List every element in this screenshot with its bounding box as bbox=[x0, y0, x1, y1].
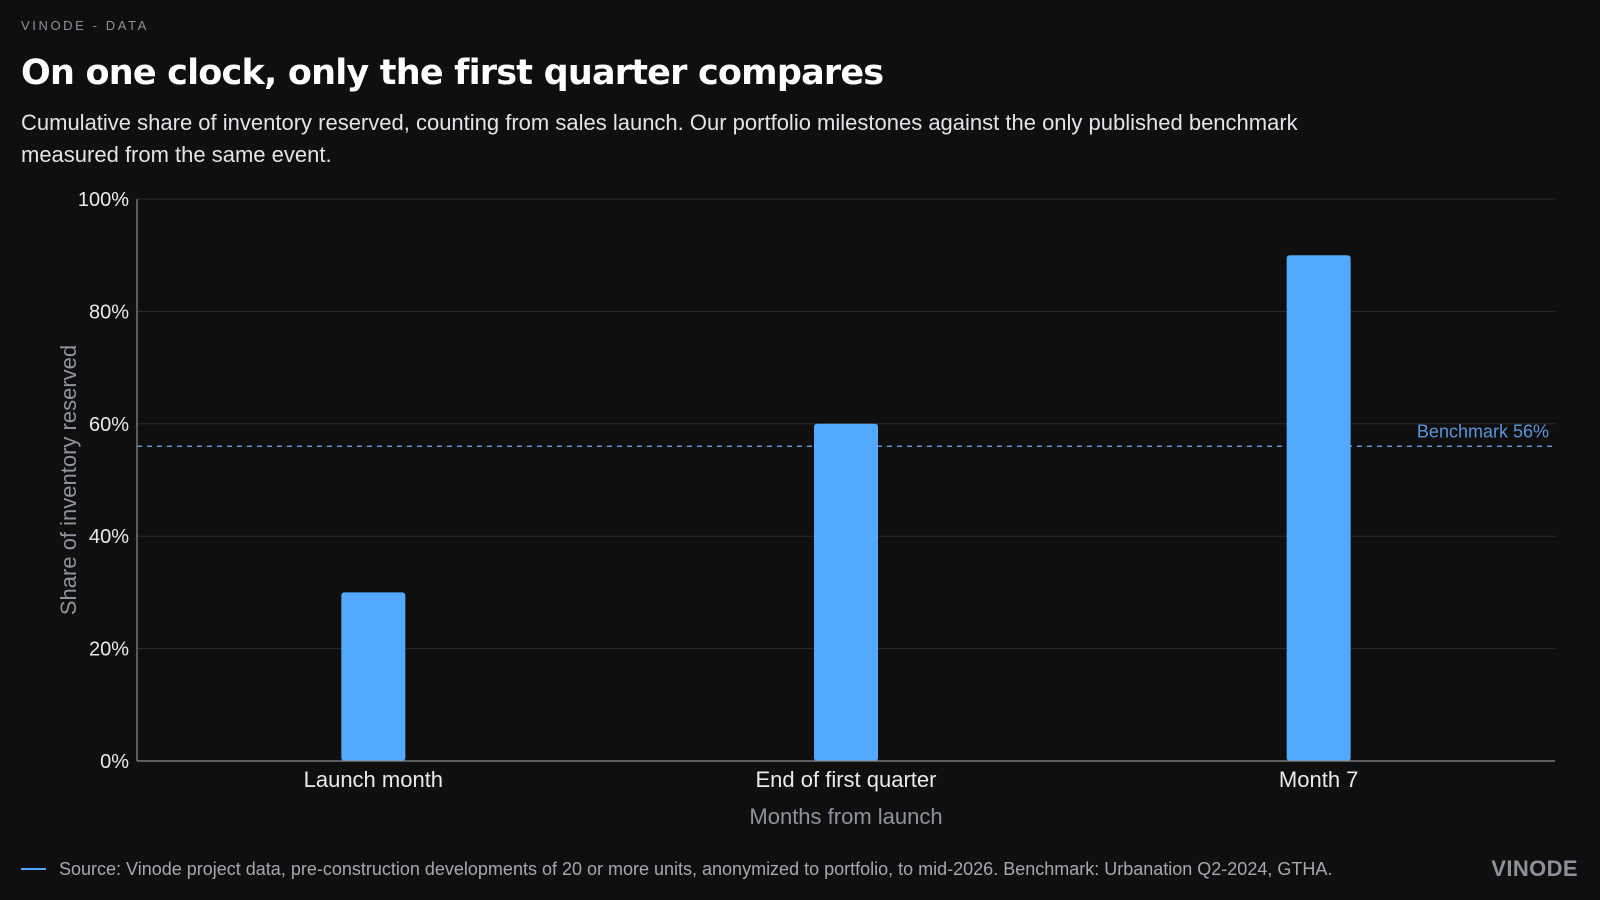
footer-logo: VINODE bbox=[1491, 856, 1578, 881]
x-category-label: Launch month bbox=[304, 767, 443, 792]
y-tick-label: 20% bbox=[89, 639, 129, 661]
y-tick-label: 40% bbox=[89, 526, 129, 548]
bar-3 bbox=[1286, 255, 1351, 761]
source-note: Source: Vinode project data, pre-constru… bbox=[59, 859, 1333, 879]
axes-layer bbox=[136, 199, 1555, 762]
y-axis-title: Share of inventory reserved bbox=[56, 345, 81, 615]
x-category-label: End of first quarter bbox=[756, 767, 937, 792]
footer-accent-line bbox=[21, 868, 46, 870]
page-subtitle: Cumulative share of inventory reserved, … bbox=[21, 110, 1298, 167]
bars-layer bbox=[341, 255, 1351, 761]
bar-1 bbox=[341, 592, 406, 761]
y-tick-label: 80% bbox=[89, 301, 129, 323]
benchmark-label: Benchmark 56% bbox=[1417, 421, 1549, 441]
y-tick-label: 60% bbox=[89, 414, 129, 436]
y-tick-label: 100% bbox=[78, 189, 129, 211]
labels-layer: 0% 20% 40% 60% 80% 100% Benchmark 56% Launch mo… bbox=[56, 189, 1549, 829]
page-title: On one clock, only the first quarter com… bbox=[21, 53, 884, 93]
bar-2 bbox=[814, 423, 878, 761]
y-tick-label: 0% bbox=[100, 751, 129, 773]
x-axis-title: Months from launch bbox=[749, 804, 942, 829]
x-category-label: Month 7 bbox=[1279, 767, 1359, 792]
brand-kicker: VINODE - DATA bbox=[21, 18, 149, 33]
